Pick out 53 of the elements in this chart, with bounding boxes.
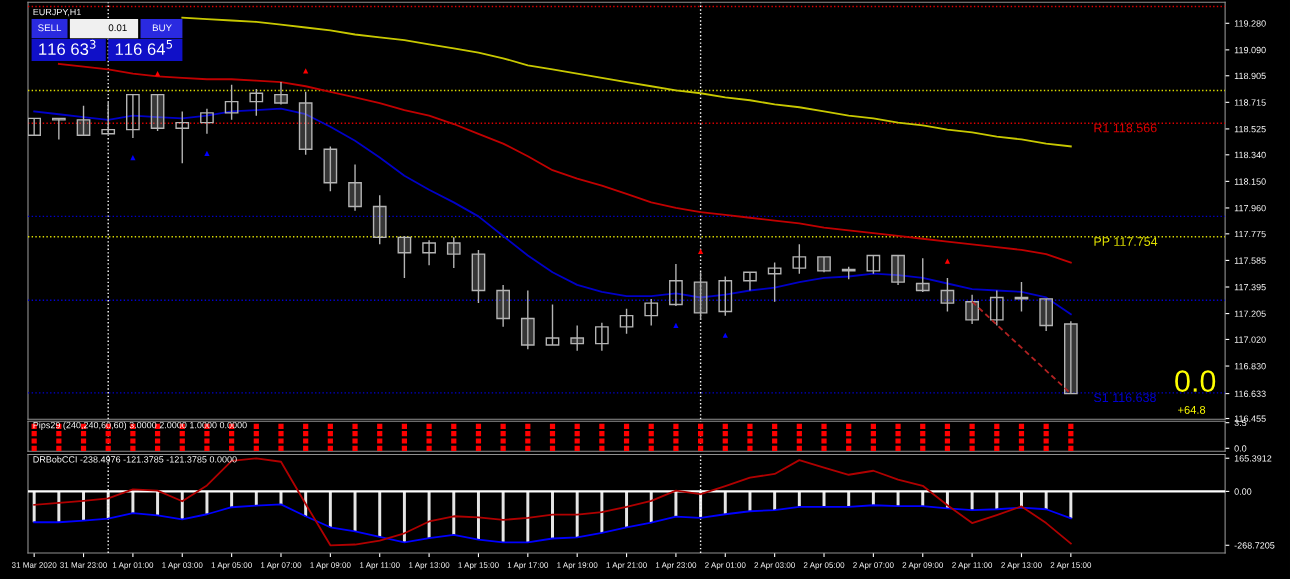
y-tick-label: 117.775 xyxy=(1234,230,1266,238)
y-tick-label: 117.585 xyxy=(1234,257,1266,264)
x-tick-label: 31 Mar 2020 xyxy=(11,562,57,568)
annotation: 0.0 xyxy=(1175,370,1216,392)
x-tick-label: 31 Mar 23:00 xyxy=(60,562,107,568)
y-tick-label: 117.020 xyxy=(1234,336,1266,343)
x-tick-label: 1 Apr 03:00 xyxy=(162,562,203,570)
y-tick-label: 165.3912 xyxy=(1234,455,1272,462)
x-tick-label: 2 Apr 07:00 xyxy=(853,562,894,570)
x-tick-label: 2 Apr 05:00 xyxy=(803,562,845,570)
ref-line-label: S1 116.638 xyxy=(1094,393,1156,403)
ref-line-label: PP 117.754 xyxy=(1094,237,1158,246)
ref-line-label: R1 118.566 xyxy=(1094,123,1157,133)
text: EURJPY,H1 xyxy=(33,8,81,17)
annotation: 116 64$^{5}$ xyxy=(115,39,173,56)
annotation: 0.01 xyxy=(108,24,127,32)
x-tick-label: 1 Apr 13:00 xyxy=(409,562,450,570)
y-tick-label: 119.090 xyxy=(1234,46,1266,54)
x-tick-label: 2 Apr 15:00 xyxy=(1050,562,1092,570)
x-tick-label: 1 Apr 15:00 xyxy=(458,562,499,570)
annotation: 116 63$^{3}$ xyxy=(39,39,96,56)
y-tick-label: 118.340 xyxy=(1234,151,1266,159)
y-tick-label: 119.280 xyxy=(1234,20,1266,27)
chart-title: DRBobCCI -238.4976 -121.3785 -121.3785 0.0000 xyxy=(33,455,237,463)
x-tick-label: 1 Apr 05:00 xyxy=(211,562,252,570)
x-tick-label: 2 Apr 01:00 xyxy=(705,562,746,570)
y-tick-label: 116.633 xyxy=(1234,390,1266,397)
annotation: BUY xyxy=(152,24,172,32)
x-tick-label: 1 Apr 19:00 xyxy=(557,562,598,570)
x-tick-label: 2 Apr 11:00 xyxy=(952,562,993,570)
y-tick-label: 117.395 xyxy=(1234,283,1266,291)
y-tick-label: 116.830 xyxy=(1234,363,1266,370)
x-tick-label: 1 Apr 21:00 xyxy=(606,562,647,570)
y-tick-label: -268.7205 xyxy=(1234,542,1275,549)
annotation: +64.8 xyxy=(1178,405,1206,414)
y-tick-label: 117.205 xyxy=(1234,310,1266,317)
x-tick-label: 1 Apr 11:00 xyxy=(360,562,400,570)
x-tick-label: 2 Apr 13:00 xyxy=(1001,562,1042,570)
x-tick-label: 1 Apr 07:00 xyxy=(261,562,302,570)
x-tick-label: 2 Apr 03:00 xyxy=(754,562,795,570)
x-tick-label: 1 Apr 17:00 xyxy=(507,562,549,570)
annotation: SELL xyxy=(38,24,62,32)
y-tick-label: 118.715 xyxy=(1234,99,1266,106)
y-tick-label: 118.905 xyxy=(1234,72,1266,80)
y-tick-label: 0.0 xyxy=(1234,445,1247,452)
y-tick-label: 118.525 xyxy=(1234,125,1266,133)
y-tick-label: 0.00 xyxy=(1234,488,1252,495)
y-tick-label: 117.960 xyxy=(1234,204,1266,212)
x-tick-label: 1 Apr 01:00 xyxy=(112,562,154,570)
y-tick-label: 118.150 xyxy=(1234,178,1266,185)
x-tick-label: 2 Apr 09:00 xyxy=(902,562,944,570)
x-tick-label: 1 Apr 23:00 xyxy=(655,562,697,570)
x-tick-label: 1 Apr 09:00 xyxy=(310,562,351,570)
